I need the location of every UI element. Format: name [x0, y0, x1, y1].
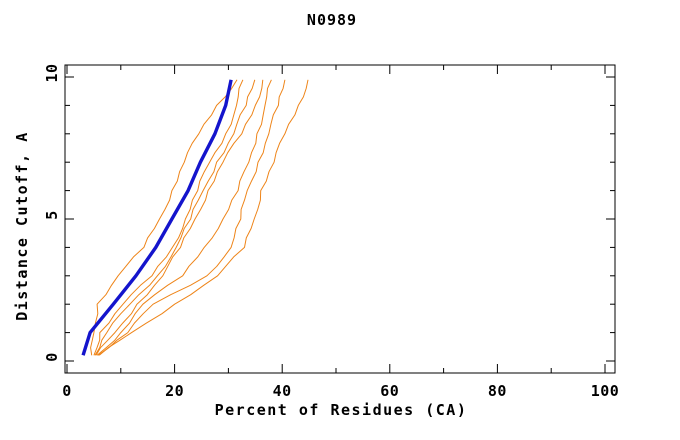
chart-title: N0989	[307, 11, 357, 29]
x-tick-label: 0	[62, 382, 72, 400]
plot-frame	[64, 64, 616, 374]
y-tick-label: 5	[43, 210, 61, 220]
axis-tick-labels: 0 20 40 60 80 100 0 5 10	[43, 63, 619, 400]
x-tick-label: 80	[488, 382, 507, 400]
blue-curve	[81, 79, 233, 356]
orange-curve-1	[90, 79, 238, 356]
y-tick-label: 10	[43, 63, 61, 82]
orange-curve-7	[98, 79, 309, 356]
y-tick-label: 0	[43, 352, 61, 362]
x-tick-label: 20	[165, 382, 184, 400]
orange-curve-2	[93, 79, 244, 356]
x-tick-label: 40	[273, 382, 292, 400]
x-axis-label: Percent of Residues (CA)	[215, 401, 468, 419]
y-axis-label: Distance Cutoff, A	[13, 131, 31, 321]
orange-curve-5	[96, 79, 272, 356]
curves-group	[81, 79, 309, 356]
axis-ticks	[65, 65, 615, 373]
x-tick-label: 100	[591, 382, 620, 400]
orange-curve-6	[97, 79, 286, 356]
orange-curve-4	[95, 79, 264, 356]
orange-curve-3	[94, 79, 256, 356]
x-tick-label: 60	[380, 382, 399, 400]
